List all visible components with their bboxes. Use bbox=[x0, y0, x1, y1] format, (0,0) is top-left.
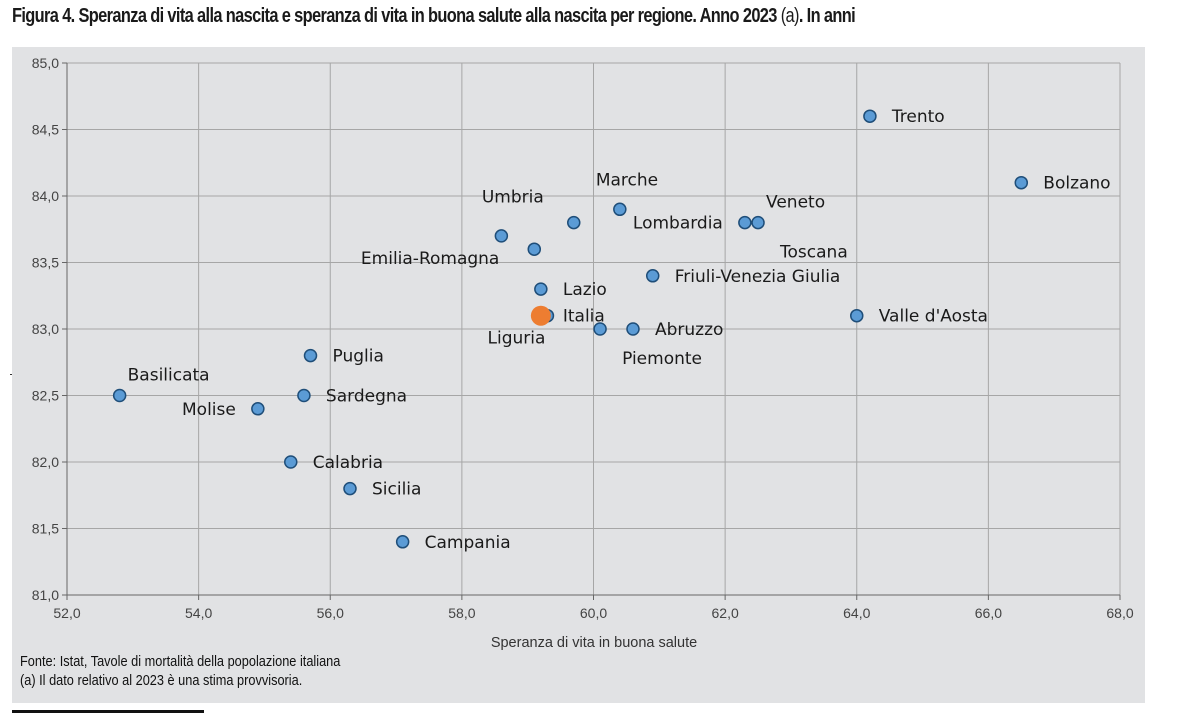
highlight-point bbox=[530, 305, 551, 326]
scatter-point bbox=[494, 229, 509, 243]
y-tick-label: 81,5 bbox=[32, 521, 59, 537]
scatter-point bbox=[1014, 175, 1029, 190]
x-tick-label: 54,0 bbox=[185, 605, 212, 621]
scatter-point bbox=[297, 388, 311, 403]
scatter-point bbox=[343, 481, 357, 496]
footnote: (a) Il dato relativo al 2023 è una stima… bbox=[20, 673, 303, 689]
x-tick-label: 62,0 bbox=[712, 605, 739, 621]
scatter-point bbox=[112, 388, 127, 403]
point-label: Campania bbox=[425, 533, 511, 553]
point-label: Veneto bbox=[766, 193, 825, 213]
scatter-point bbox=[567, 215, 581, 230]
bottom-rule bbox=[12, 710, 204, 713]
point-label: Molise bbox=[182, 400, 236, 420]
point-label: Valle d'Aosta bbox=[879, 307, 988, 327]
y-tick-label: 83,0 bbox=[32, 321, 59, 337]
x-tick-label: 60,0 bbox=[580, 605, 607, 621]
point-label: Calabria bbox=[313, 453, 383, 473]
point-label: Puglia bbox=[333, 347, 384, 367]
point-label: Abruzzo bbox=[655, 320, 723, 340]
figure-title-note: (a) bbox=[780, 4, 800, 27]
data-points bbox=[112, 109, 1029, 549]
x-tick-label: 52,0 bbox=[53, 605, 80, 621]
scatter-point bbox=[534, 282, 548, 296]
x-tick-label: 68,0 bbox=[1106, 605, 1133, 621]
scatter-point bbox=[284, 455, 298, 469]
side-mark bbox=[10, 374, 12, 375]
y-tick-label: 82,5 bbox=[32, 388, 59, 404]
y-tick-label: 85,0 bbox=[32, 55, 59, 71]
figure-title-suffix: . In anni bbox=[798, 4, 856, 27]
x-tick-label: 58,0 bbox=[448, 605, 475, 621]
x-tick-label: 64,0 bbox=[843, 605, 870, 621]
point-label: Bolzano bbox=[1043, 174, 1110, 194]
point-label: Piemonte bbox=[622, 349, 702, 369]
x-tick-label: 66,0 bbox=[975, 605, 1002, 621]
scatter-point bbox=[863, 109, 877, 123]
scatter-point bbox=[527, 242, 542, 256]
scatter-point bbox=[626, 322, 640, 336]
point-label: Marche bbox=[596, 170, 658, 190]
y-tick-label: 82,0 bbox=[32, 454, 59, 470]
scatter-point bbox=[593, 322, 607, 336]
y-tick-label: 84,0 bbox=[32, 188, 59, 204]
scatter-point bbox=[251, 402, 265, 416]
scatter-point bbox=[738, 215, 752, 230]
axes bbox=[62, 62, 1121, 600]
y-tick-label: 81,0 bbox=[32, 587, 59, 603]
figure-title-main: Figura 4. Speranza di vita alla nascita … bbox=[12, 4, 777, 27]
x-tick-label: 56,0 bbox=[317, 605, 344, 621]
point-label: Lazio bbox=[563, 280, 607, 300]
y-tick-label: 84,5 bbox=[32, 122, 59, 138]
point-label: Liguria bbox=[488, 329, 546, 349]
scatter-point bbox=[645, 269, 660, 283]
point-label: Friuli-Venezia Giulia bbox=[675, 267, 841, 287]
point-label: Emilia-Romagna bbox=[361, 249, 499, 269]
chart-panel: 52,0 54,0 56,0 58,0 60,0 62,0 64,0 66,0 68,0 81,… bbox=[12, 47, 1145, 703]
point-label: Trento bbox=[891, 107, 945, 127]
y-tick-labels: 81,0 81,5 82,0 82,5 83,0 83,5 84,0 84,5 85,0 bbox=[32, 55, 59, 603]
y-tick-label: 83,5 bbox=[32, 255, 59, 271]
point-label: Umbria bbox=[482, 188, 544, 208]
scatter-point bbox=[850, 308, 864, 323]
x-axis-title: Speranza di vita in buona salute bbox=[491, 635, 697, 651]
source-note: Fonte: Istat, Tavole di mortalità della … bbox=[20, 654, 341, 670]
point-label: Lombardia bbox=[633, 214, 723, 234]
scatter-point bbox=[395, 535, 410, 549]
scatter-chart: 52,0 54,0 56,0 58,0 60,0 62,0 64,0 66,0 68,0 81,… bbox=[32, 55, 1134, 651]
figure-title: Figura 4. Speranza di vita alla nascita … bbox=[12, 4, 940, 28]
point-label: Toscana bbox=[779, 243, 848, 263]
x-tick-labels: 52,0 54,0 56,0 58,0 60,0 62,0 64,0 66,0 68,0 bbox=[53, 605, 1133, 621]
point-label: Italia bbox=[563, 307, 605, 327]
scatter-point bbox=[613, 202, 627, 217]
point-labels: Trento Bolzano Marche Umbria Lombardia Veneto… bbox=[128, 107, 1111, 553]
point-label: Basilicata bbox=[128, 366, 210, 386]
scatter-point bbox=[303, 348, 318, 363]
scatter-point bbox=[751, 215, 765, 230]
point-label: Sicilia bbox=[372, 480, 421, 500]
point-label: Sardegna bbox=[326, 387, 407, 407]
